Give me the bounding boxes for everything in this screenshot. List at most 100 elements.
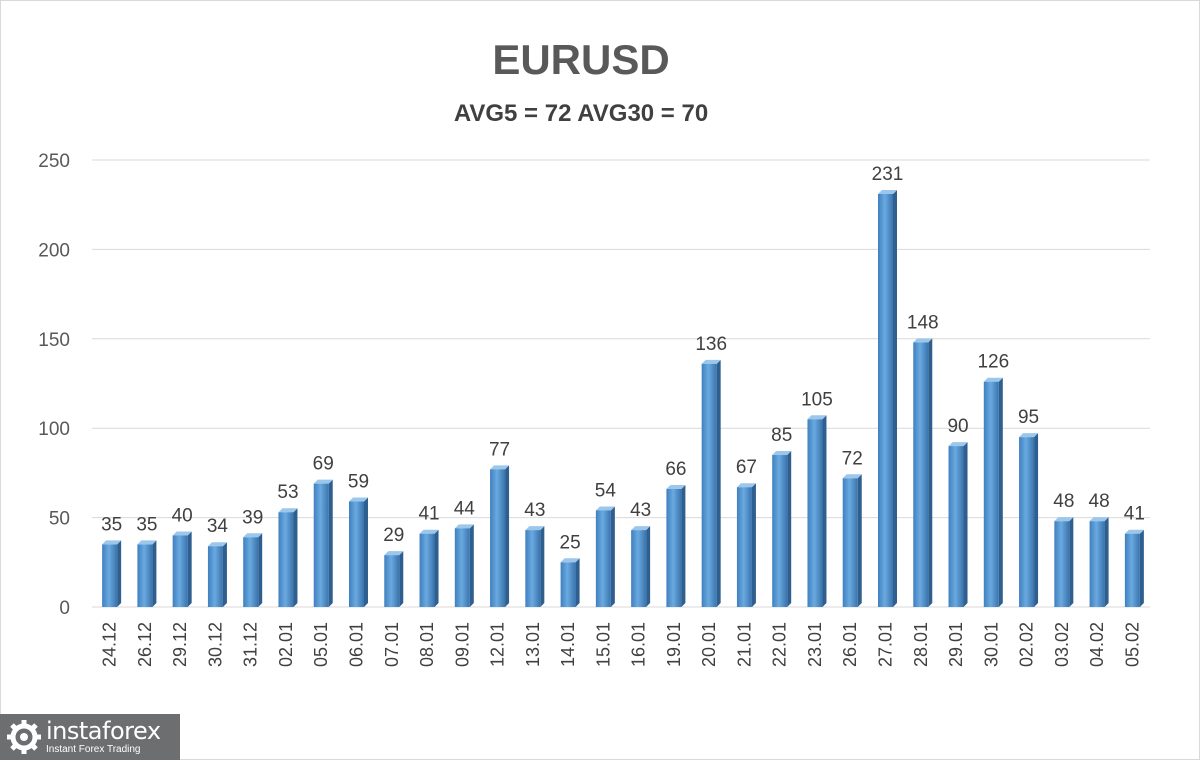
data-label: 48 (1089, 491, 1110, 512)
bar (701, 359, 721, 607)
bar (736, 483, 756, 607)
data-label: 54 (595, 480, 617, 501)
bar (666, 484, 686, 607)
bar (983, 377, 1003, 607)
x-tick-label: 26.12 (135, 622, 155, 667)
x-tick-label: 14.01 (558, 622, 578, 667)
data-label: 77 (489, 439, 510, 460)
bar (560, 558, 580, 607)
chart-subtitle: AVG5 = 72 AVG30 = 70 (453, 100, 709, 127)
data-label: 44 (454, 498, 476, 519)
data-label: 69 (313, 454, 334, 475)
x-tick-label: 28.01 (911, 622, 931, 667)
x-tick-label: 30.12 (205, 622, 225, 667)
instaforex-gear-icon (7, 720, 41, 754)
y-tick-label: 0 (59, 598, 70, 619)
bar (278, 508, 298, 607)
x-tick-label: 29.12 (170, 622, 190, 667)
data-labels: 35 35 40 34 39 53 69 59 29 41 44 77 43 25 54 43 66 136 67 8… (101, 164, 1145, 553)
y-tick-label: 150 (38, 330, 70, 351)
bar (313, 479, 333, 607)
data-label: 43 (630, 500, 651, 521)
data-label: 148 (907, 312, 939, 333)
data-label: 66 (665, 459, 686, 480)
y-tick-label: 100 (38, 419, 70, 440)
bar (172, 531, 192, 607)
bar (1054, 517, 1074, 607)
data-label: 39 (242, 507, 263, 528)
bar (137, 540, 157, 607)
data-label: 29 (383, 525, 404, 546)
bar (842, 474, 862, 607)
x-tick-label: 30.01 (981, 622, 1001, 667)
data-label: 25 (560, 532, 581, 553)
x-tick-label: 02.02 (1017, 622, 1037, 667)
bar (913, 338, 933, 607)
bar (772, 451, 792, 607)
bar (1124, 529, 1144, 607)
data-label: 231 (872, 164, 904, 185)
x-tick-label: 03.02 (1052, 622, 1072, 667)
data-label: 35 (101, 514, 122, 535)
data-label: 72 (842, 448, 863, 469)
x-tick-label: 13.01 (523, 622, 543, 667)
x-tick-label: 04.02 (1087, 622, 1107, 667)
bar (1019, 433, 1039, 607)
bar (490, 465, 510, 607)
data-label: 90 (947, 416, 968, 437)
x-tick-label: 15.01 (593, 622, 613, 667)
bar (454, 524, 474, 607)
data-label: 95 (1018, 407, 1039, 428)
logo-name: instaforex (46, 717, 161, 745)
bars (102, 189, 1144, 608)
y-tick-label: 50 (49, 509, 70, 530)
x-tick-label: 06.01 (347, 622, 367, 667)
bar (525, 526, 545, 607)
bar (631, 526, 651, 607)
data-label: 136 (695, 334, 727, 355)
instaforex-logo: instaforex Instant Forex Trading (0, 714, 180, 760)
x-tick-label: 23.01 (805, 622, 825, 667)
data-label: 85 (771, 425, 792, 446)
data-label: 59 (348, 472, 369, 493)
bar (384, 551, 404, 607)
bar (243, 533, 263, 607)
bar (878, 189, 897, 608)
y-tick-label: 250 (38, 151, 70, 172)
x-tick-label: 05.02 (1122, 622, 1142, 667)
data-label: 35 (136, 514, 157, 535)
data-label: 41 (1124, 504, 1145, 525)
y-tick-label: 200 (38, 240, 70, 261)
data-label: 43 (524, 500, 545, 521)
chart-title: EURUSD (492, 36, 670, 83)
x-tick-label: 19.01 (664, 622, 684, 667)
bar (207, 542, 227, 607)
x-tick-label: 27.01 (876, 622, 896, 667)
x-tick-label: 31.12 (241, 622, 261, 667)
x-tick-label: 21.01 (734, 622, 754, 667)
grid-lines (92, 159, 1150, 608)
x-tick-label: 22.01 (770, 622, 790, 667)
data-label: 53 (277, 482, 298, 503)
x-tick-label: 16.01 (629, 622, 649, 667)
x-tick-label: 09.01 (452, 622, 472, 667)
y-axis: 0 50 100 150 200 250 (38, 151, 70, 619)
x-axis: 24.12 26.12 29.12 30.12 31.12 02.01 05.01 06.01… (100, 622, 1143, 667)
data-label: 41 (418, 504, 439, 525)
logo-tagline: Instant Forex Trading (46, 744, 141, 755)
data-label: 105 (801, 389, 833, 410)
bar (948, 442, 968, 607)
x-tick-label: 08.01 (417, 622, 437, 667)
x-tick-label: 12.01 (488, 622, 508, 667)
x-tick-label: 02.01 (276, 622, 296, 667)
data-label: 40 (172, 505, 193, 526)
x-tick-label: 07.01 (382, 622, 402, 667)
x-tick-label: 20.01 (699, 622, 719, 667)
data-label: 67 (736, 457, 757, 478)
data-label: 126 (977, 352, 1009, 373)
bar (595, 506, 615, 607)
bar (807, 415, 827, 607)
data-label: 34 (207, 516, 229, 537)
x-tick-label: 05.01 (311, 622, 331, 667)
bar (349, 497, 368, 607)
